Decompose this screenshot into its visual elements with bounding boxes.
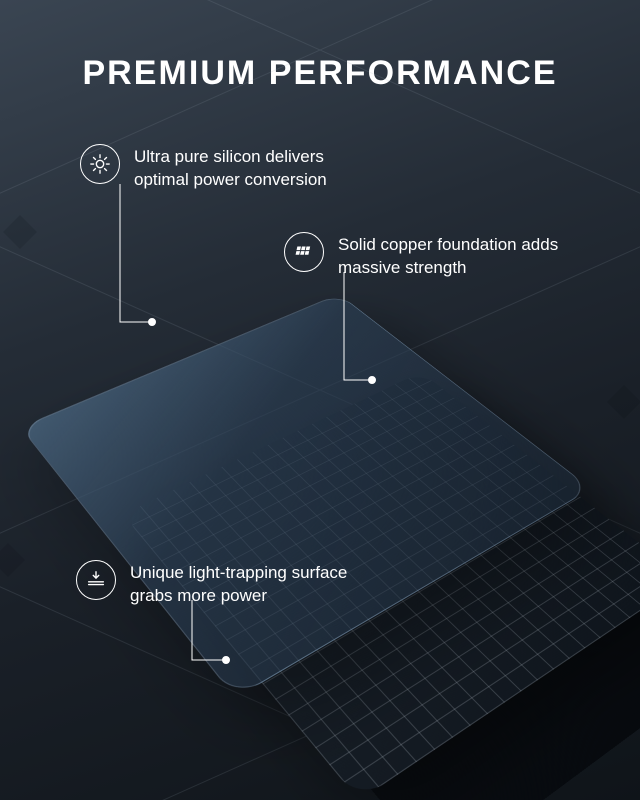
callout-silicon: Ultra pure silicon delivers optimal powe… <box>80 144 380 192</box>
callout-silicon-text: Ultra pure silicon delivers optimal powe… <box>134 144 380 192</box>
panels-icon <box>284 232 324 272</box>
exploded-layer-stage <box>0 0 640 800</box>
callout-surface-text: Unique light-trapping surface grabs more… <box>130 560 376 608</box>
sun-icon <box>80 144 120 184</box>
arrows-horizontal-icon <box>76 560 116 600</box>
callout-surface: Unique light-trapping surface grabs more… <box>76 560 376 608</box>
callout-copper-text: Solid copper foundation adds massive str… <box>338 232 584 280</box>
callout-copper: Solid copper foundation adds massive str… <box>284 232 584 280</box>
